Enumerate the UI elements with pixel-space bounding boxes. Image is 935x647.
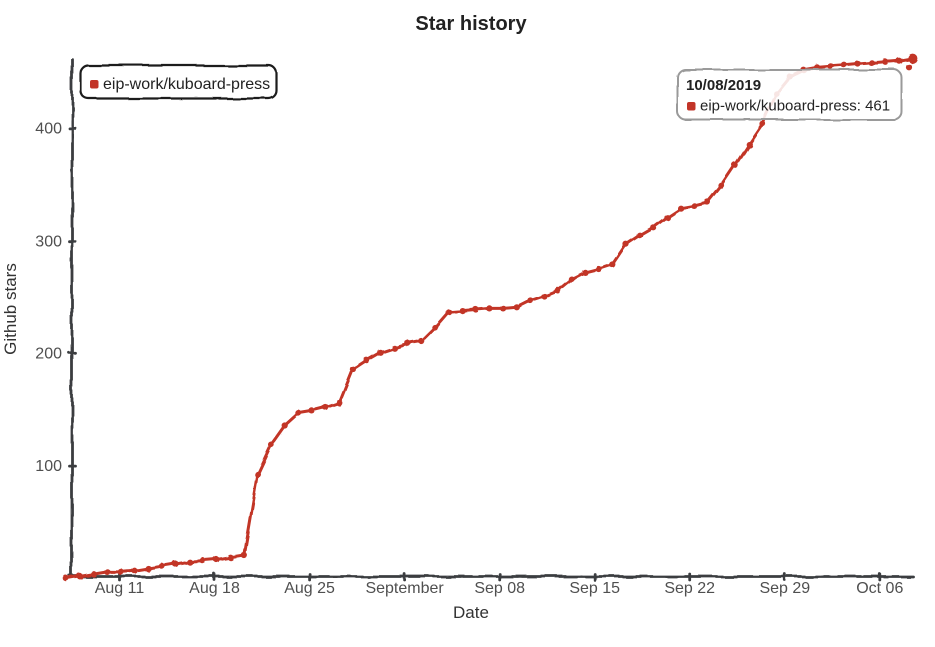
svg-text:Sep 08: Sep 08 [474, 580, 525, 597]
svg-text:400: 400 [35, 120, 62, 137]
svg-text:Date: Date [453, 603, 489, 622]
svg-text:100: 100 [35, 458, 62, 475]
svg-text:Aug 25: Aug 25 [284, 580, 335, 597]
svg-text:300: 300 [35, 234, 62, 251]
svg-text:Github stars: Github stars [1, 263, 20, 355]
svg-text:Sep 15: Sep 15 [569, 580, 620, 597]
svg-text:Aug 11: Aug 11 [95, 580, 145, 597]
svg-text:10/08/2019: 10/08/2019 [686, 77, 761, 94]
svg-text:Star history: Star history [415, 13, 527, 35]
svg-text:Sep 22: Sep 22 [664, 580, 715, 597]
svg-text:200: 200 [35, 345, 62, 362]
svg-text:eip-work/kuboard-press: 461: eip-work/kuboard-press: 461 [700, 98, 890, 115]
svg-text:Oct 06: Oct 06 [856, 580, 903, 597]
svg-text:September: September [365, 580, 444, 597]
svg-text:Sep 29: Sep 29 [759, 580, 810, 597]
svg-text:Aug 18: Aug 18 [189, 580, 240, 597]
svg-text:eip-work/kuboard-press: eip-work/kuboard-press [103, 76, 270, 93]
